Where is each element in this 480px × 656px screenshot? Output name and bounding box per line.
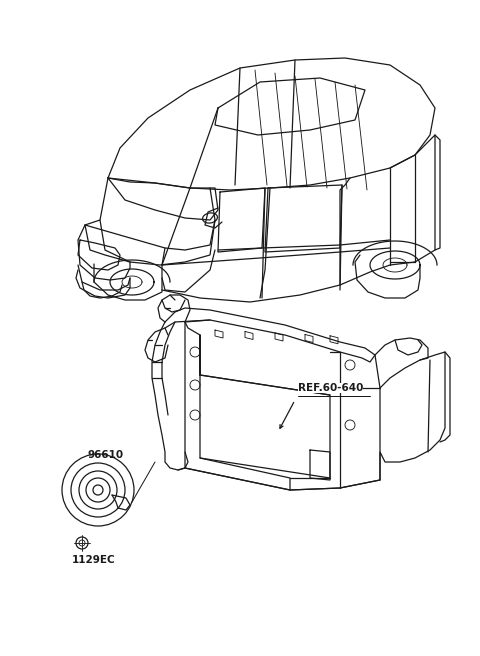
Text: 1129EC: 1129EC <box>72 555 116 565</box>
Text: REF.60-640: REF.60-640 <box>298 383 363 393</box>
Text: 96610: 96610 <box>88 450 124 460</box>
